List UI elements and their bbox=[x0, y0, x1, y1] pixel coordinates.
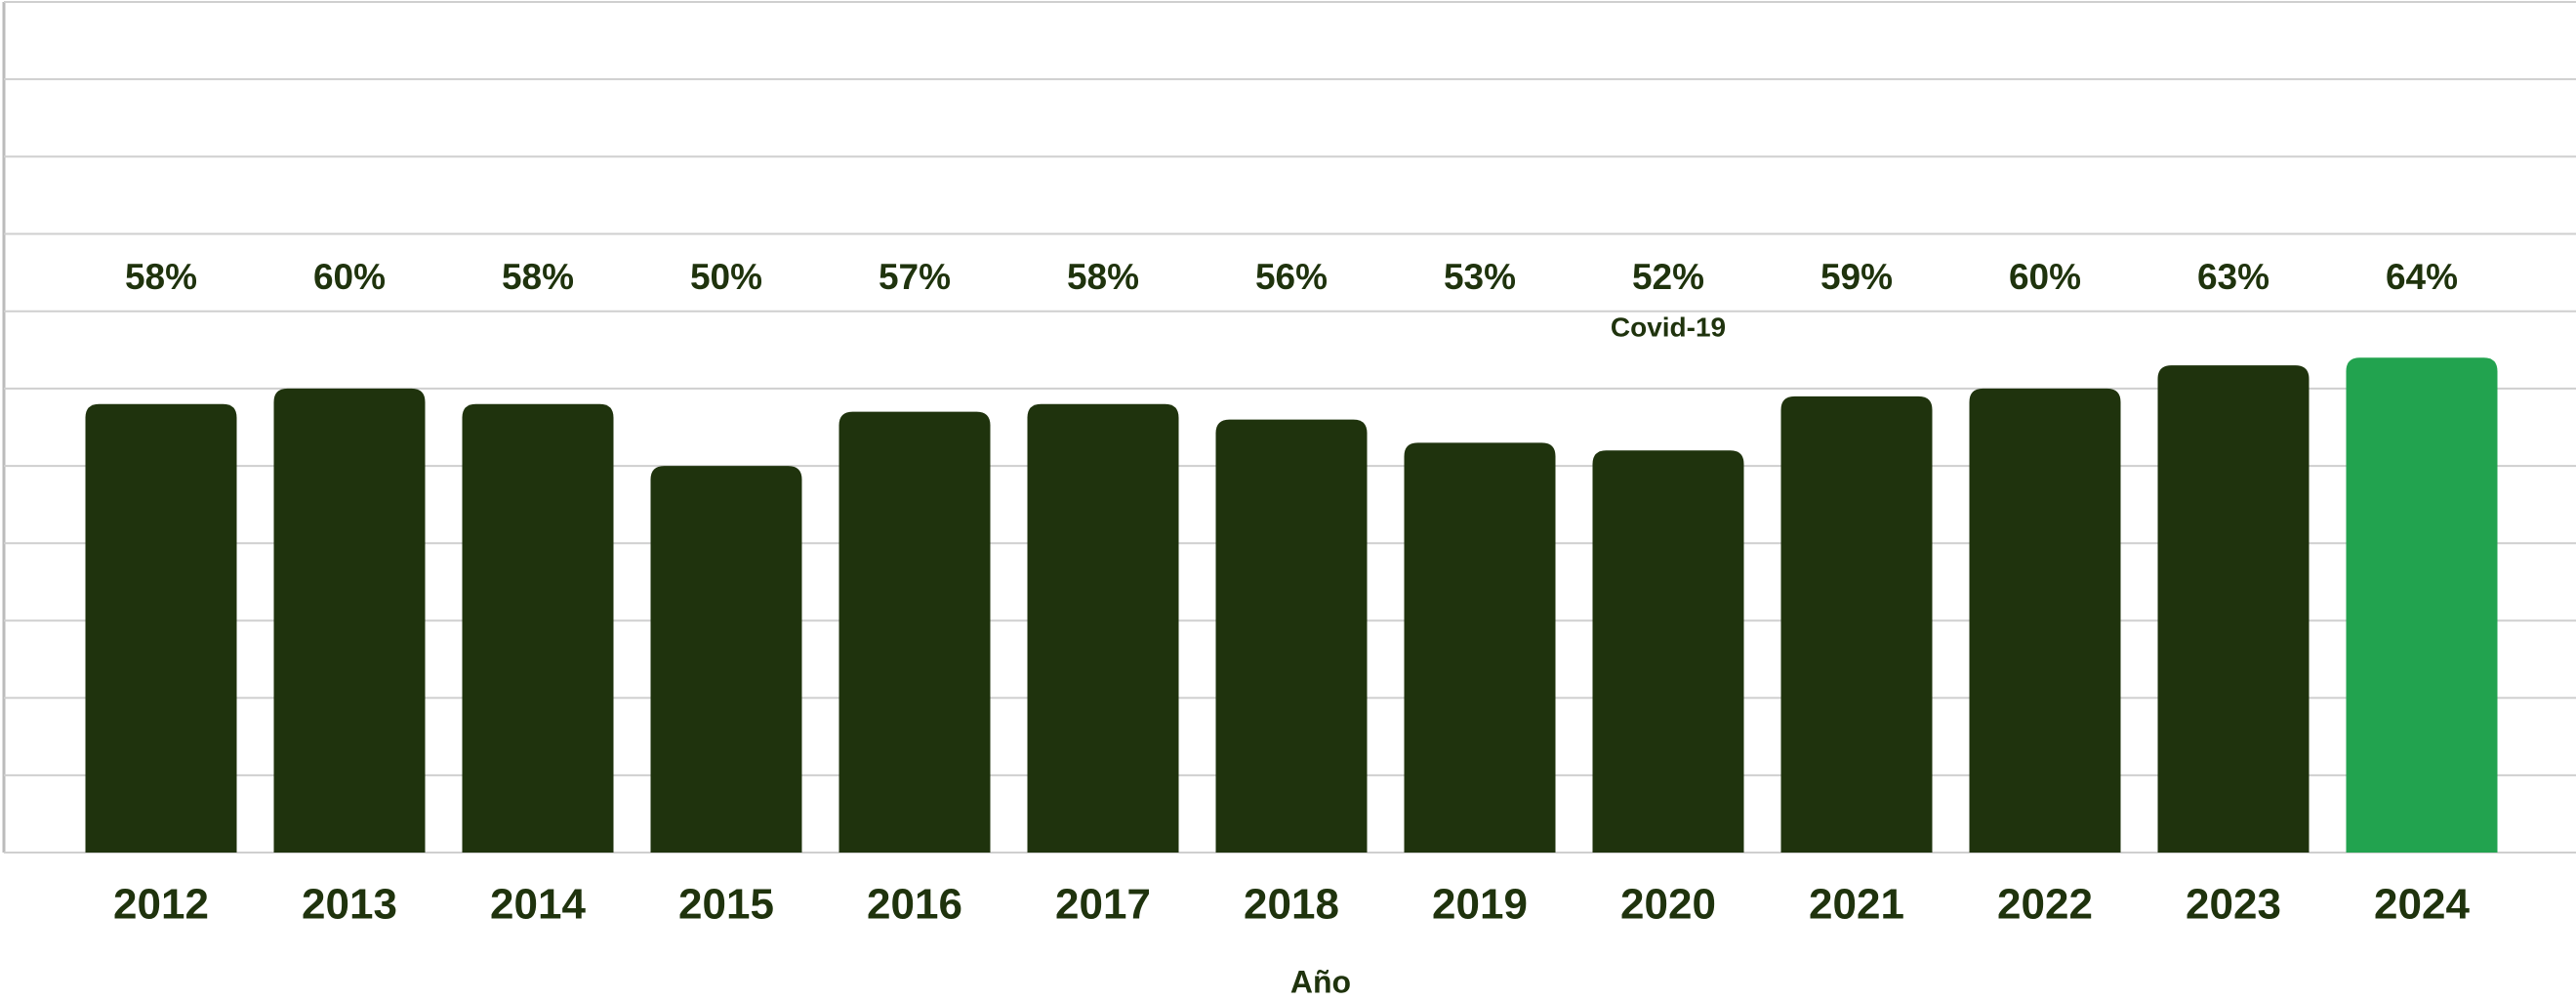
bar bbox=[838, 411, 991, 853]
bar bbox=[273, 388, 426, 853]
annotation: Covid-19 bbox=[1611, 312, 1726, 342]
x-tick-label: 2016 bbox=[867, 881, 962, 929]
bar bbox=[1215, 419, 1368, 853]
x-tick-label: 2015 bbox=[678, 881, 774, 929]
bar bbox=[1027, 403, 1179, 853]
value-label: 57% bbox=[879, 257, 951, 297]
bar bbox=[85, 403, 237, 853]
x-axis-label: Año bbox=[1290, 964, 1351, 999]
x-tick-label: 2023 bbox=[2186, 881, 2281, 929]
x-tick-label: 2024 bbox=[2374, 881, 2470, 929]
x-tick-label: 2021 bbox=[1809, 881, 1904, 929]
bar bbox=[650, 466, 802, 853]
x-tick-label: 2017 bbox=[1055, 881, 1151, 929]
x-tick-label: 2018 bbox=[1244, 881, 1339, 929]
bar bbox=[1404, 442, 1556, 853]
value-label: 63% bbox=[2197, 257, 2269, 297]
value-label: 52% bbox=[1632, 257, 1704, 297]
x-tick-label: 2012 bbox=[113, 881, 209, 929]
x-tick-label: 2014 bbox=[490, 881, 586, 929]
value-label: 58% bbox=[125, 257, 197, 297]
value-label: 56% bbox=[1255, 257, 1328, 297]
bar bbox=[1592, 450, 1744, 853]
value-label: 58% bbox=[502, 257, 574, 297]
value-label: 64% bbox=[2386, 257, 2458, 297]
value-label: 50% bbox=[690, 257, 762, 297]
bar bbox=[1969, 388, 2121, 853]
bar bbox=[2346, 357, 2498, 853]
x-tick-label: 2019 bbox=[1432, 881, 1528, 929]
value-label: 59% bbox=[1820, 257, 1893, 297]
bar bbox=[1780, 396, 1933, 853]
value-label: 60% bbox=[313, 257, 386, 297]
value-label: 53% bbox=[1444, 257, 1516, 297]
x-tick-label: 2022 bbox=[1997, 881, 2093, 929]
value-label: 60% bbox=[2009, 257, 2081, 297]
x-tick-label: 2020 bbox=[1620, 881, 1716, 929]
bar bbox=[2157, 365, 2310, 853]
x-tick-label: 2013 bbox=[302, 881, 397, 929]
value-label: 58% bbox=[1067, 257, 1139, 297]
bar bbox=[462, 403, 614, 853]
